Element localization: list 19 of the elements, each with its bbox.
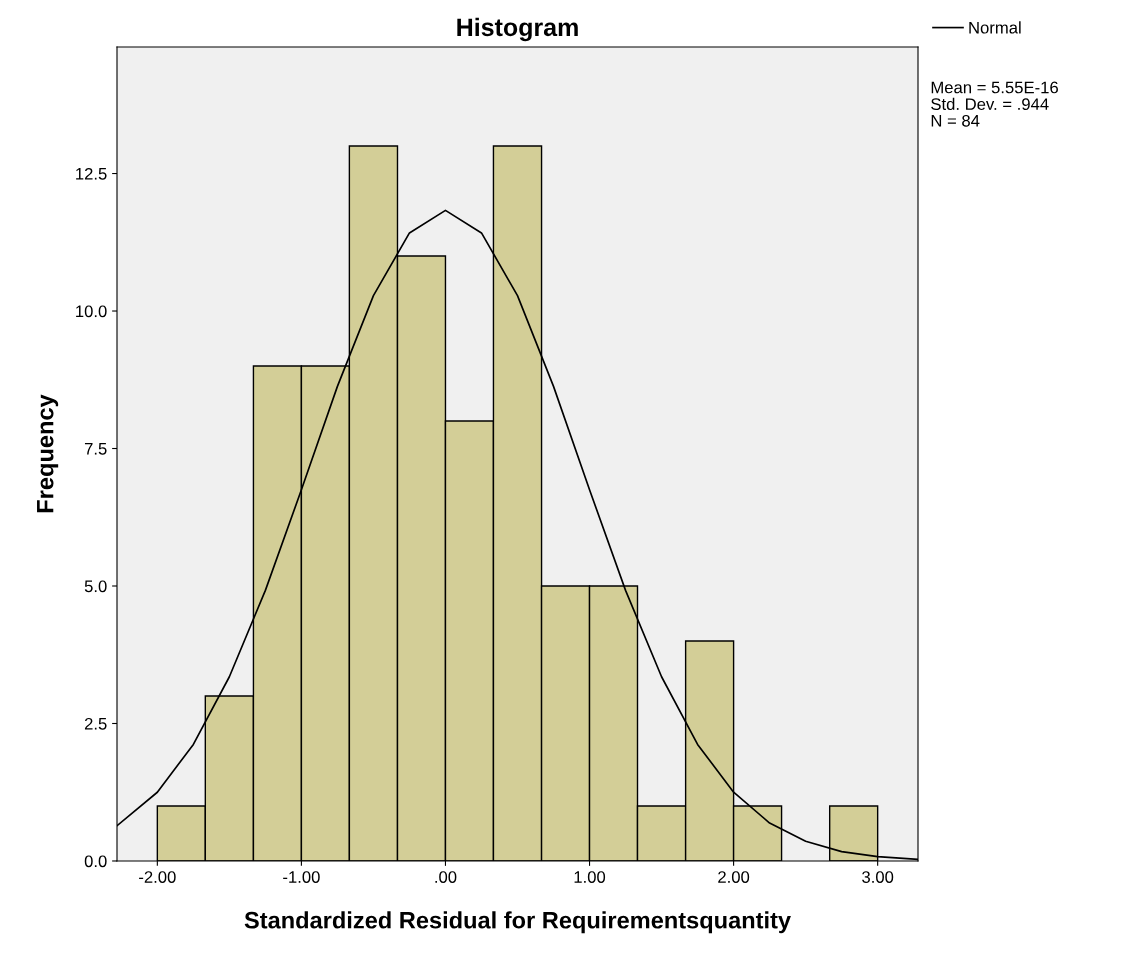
x-tick-label: 2.00 <box>718 871 750 883</box>
text: Mean = 5.55E-16 <box>931 81 1058 94</box>
x-tick-label: -1.00 <box>283 871 320 883</box>
y-axis-title: Frequency <box>37 394 59 513</box>
x-tick-label: 3.00 <box>862 871 894 883</box>
legend-label: Normal <box>969 21 1021 34</box>
text: N = 84 <box>931 114 980 127</box>
x-tick-label: .00 <box>435 871 457 883</box>
chart-title: Histogram <box>457 17 578 42</box>
y-tick-label: 7.5 <box>84 443 107 455</box>
y-tick-label: 2.5 <box>84 717 107 730</box>
text: Std. Dev. = .944 <box>931 97 1049 111</box>
y-tick-label: 0.0 <box>84 855 107 868</box>
y-tick-label: 12.5 <box>76 167 107 180</box>
x-axis-title: Standardized Residual for Requirementsquantity <box>244 911 791 934</box>
x-tick-label: -2.00 <box>139 871 176 883</box>
y-tick-label: 5.0 <box>84 580 107 593</box>
x-tick-label: 1.00 <box>574 871 606 883</box>
y-tick-label: 10.0 <box>76 305 107 318</box>
